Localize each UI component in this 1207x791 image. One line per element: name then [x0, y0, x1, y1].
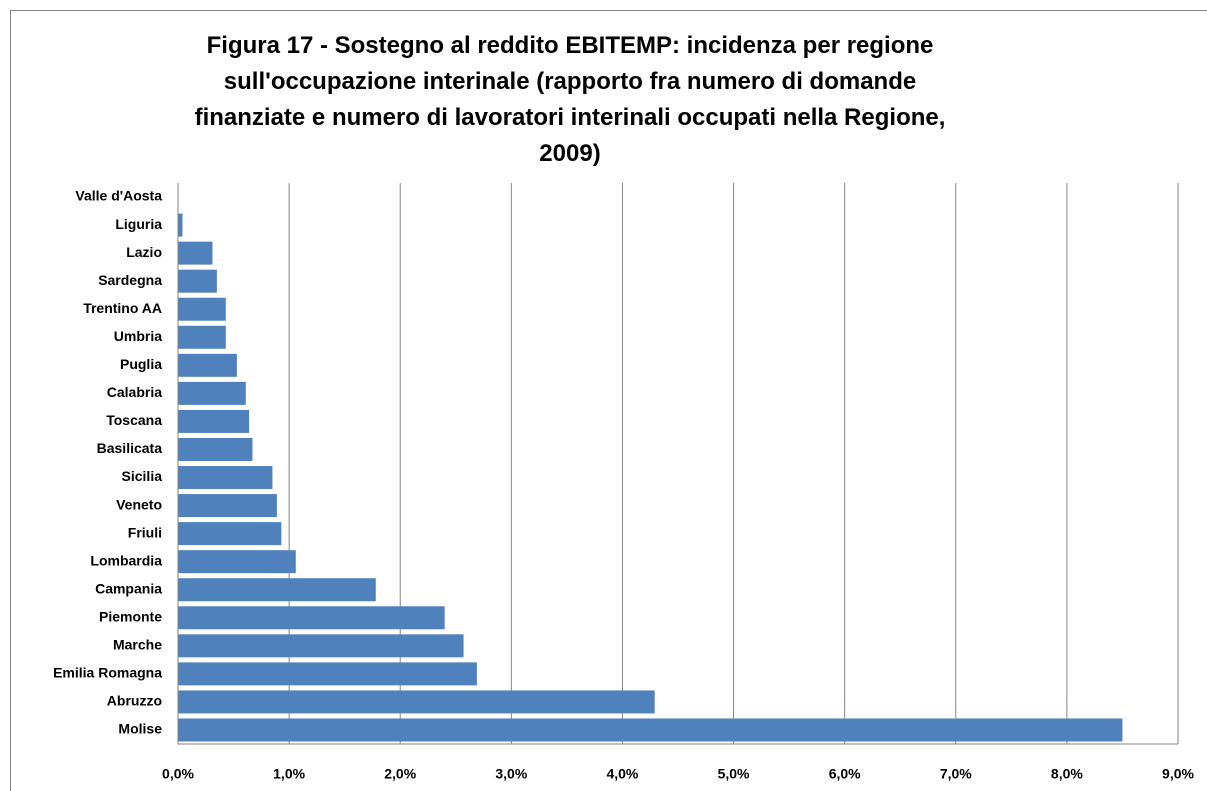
- y-tick-label: Umbria: [114, 328, 162, 344]
- y-tick-label: Marche: [113, 637, 162, 653]
- bar: [178, 550, 296, 574]
- bar: [178, 353, 237, 377]
- y-tick-label: Liguria: [115, 216, 162, 232]
- y-tick-label: Veneto: [116, 496, 162, 512]
- x-tick-label: 7,0%: [940, 766, 972, 782]
- chart-title: Figura 17 - Sostegno al reddito EBITEMP:…: [194, 32, 946, 167]
- x-tick-label: 6,0%: [829, 766, 861, 782]
- x-tick-label: 4,0%: [606, 766, 638, 782]
- y-tick-label: Trentino AA: [83, 300, 162, 316]
- y-tick-label: Lombardia: [90, 552, 162, 568]
- bar: [178, 690, 655, 714]
- bar: [178, 381, 246, 405]
- bar: [178, 522, 282, 546]
- y-tick-label: Emilia Romagna: [53, 665, 162, 681]
- bar: [178, 606, 445, 630]
- bar: [178, 634, 464, 658]
- bar: [178, 494, 277, 518]
- y-tick-label: Sardegna: [98, 272, 162, 288]
- x-tick-label: 8,0%: [1051, 766, 1083, 782]
- y-tick-label: Valle d'Aosta: [75, 188, 162, 204]
- x-tick-label: 9,0%: [1162, 766, 1194, 782]
- x-tick-label: 0,0%: [162, 766, 194, 782]
- y-tick-label: Abruzzo: [107, 693, 162, 709]
- chart-border: [10, 10, 1207, 791]
- bar: [178, 269, 217, 293]
- x-tick-label: 1,0%: [273, 766, 305, 782]
- bar: [178, 437, 253, 461]
- bar: [178, 662, 477, 686]
- bar: [178, 718, 1123, 742]
- bar: [178, 241, 213, 265]
- bar: [178, 297, 226, 321]
- bar: [178, 578, 376, 602]
- y-tick-label: Piemonte: [99, 608, 162, 624]
- y-tick-label: Sicilia: [122, 468, 163, 484]
- bar: [178, 325, 226, 349]
- y-tick-label: Lazio: [126, 244, 162, 260]
- x-tick-label: 3,0%: [495, 766, 527, 782]
- y-tick-label: Molise: [118, 721, 162, 737]
- x-tick-label: 2,0%: [384, 766, 416, 782]
- y-tick-label: Calabria: [107, 384, 162, 400]
- y-tick-label: Friuli: [128, 524, 162, 540]
- y-tick-label: Toscana: [106, 412, 162, 428]
- bar: [178, 466, 273, 490]
- y-tick-label: Basilicata: [97, 440, 163, 456]
- y-tick-label: Campania: [95, 580, 162, 596]
- bar: [178, 213, 183, 237]
- bar: [178, 409, 250, 433]
- y-tick-label: Puglia: [120, 356, 162, 372]
- x-tick-label: 5,0%: [718, 766, 750, 782]
